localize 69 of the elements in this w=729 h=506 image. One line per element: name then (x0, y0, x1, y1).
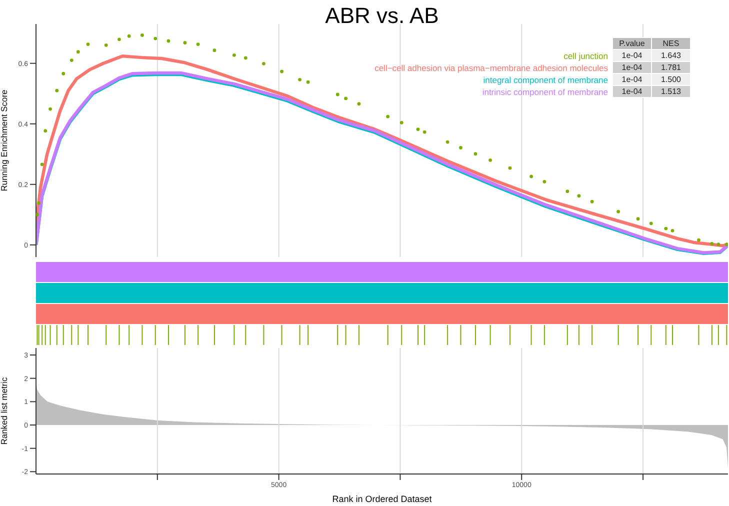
point (508, 166, 512, 170)
point (474, 152, 478, 156)
annotation: NES (652, 38, 690, 50)
point (577, 194, 581, 198)
point (459, 146, 462, 150)
point (697, 238, 700, 242)
point (724, 242, 728, 246)
point (196, 42, 200, 46)
point (183, 41, 187, 44)
chart-title: ABR vs. AB (324, 3, 440, 28)
point (48, 107, 52, 111)
point (446, 140, 450, 144)
point (416, 128, 420, 132)
annotation: 1e-04 (612, 86, 652, 98)
text: integral component of membrane (482, 74, 609, 86)
annotation: 1e-04 (612, 50, 652, 62)
point (298, 78, 302, 82)
annotation: 1e-04 (612, 74, 652, 86)
annotation: 1.500 (652, 74, 690, 86)
annotation: 1e-04 (612, 62, 652, 74)
point (244, 56, 248, 60)
point (70, 58, 74, 62)
point (716, 242, 720, 246)
point (530, 174, 533, 178)
point (566, 190, 570, 194)
text: cell junction (562, 50, 609, 62)
point (636, 217, 640, 221)
annotation: 1.513 (652, 86, 690, 98)
annotation: P.value (612, 38, 652, 50)
point (670, 228, 674, 232)
point (280, 70, 284, 74)
point (104, 43, 108, 47)
point (542, 180, 546, 184)
point (344, 96, 348, 100)
point (262, 62, 266, 66)
point (166, 39, 170, 43)
point (37, 201, 40, 205)
point (664, 226, 668, 230)
point (154, 36, 158, 40)
point (422, 130, 426, 134)
point (488, 158, 492, 162)
point (118, 38, 121, 42)
x-axis-title: Rank in Ordered Dataset (332, 494, 432, 504)
y-axis-title: Running Enrichment Score (0, 89, 10, 192)
text: intrinsic component of membrane (481, 86, 609, 98)
point (616, 210, 620, 214)
point (590, 200, 594, 204)
point (336, 92, 340, 96)
annotation: 1.643 (652, 50, 690, 62)
point (306, 80, 310, 84)
point (86, 42, 90, 46)
point (62, 72, 66, 76)
point (710, 242, 714, 246)
point (386, 114, 390, 118)
point (36, 212, 39, 216)
point (212, 48, 216, 52)
annotation: 1.781 (652, 62, 690, 74)
point (127, 34, 131, 38)
text: cell−cell adhesion via plasma−membrane adhesion molecules (374, 62, 609, 74)
point (44, 129, 48, 133)
point (140, 33, 144, 37)
point (357, 102, 361, 106)
point (400, 120, 404, 124)
point (55, 88, 59, 92)
y-axis-title: Ranked list metric (0, 376, 10, 445)
point (40, 162, 44, 166)
point (232, 53, 236, 57)
point (649, 222, 653, 226)
point (76, 50, 80, 54)
